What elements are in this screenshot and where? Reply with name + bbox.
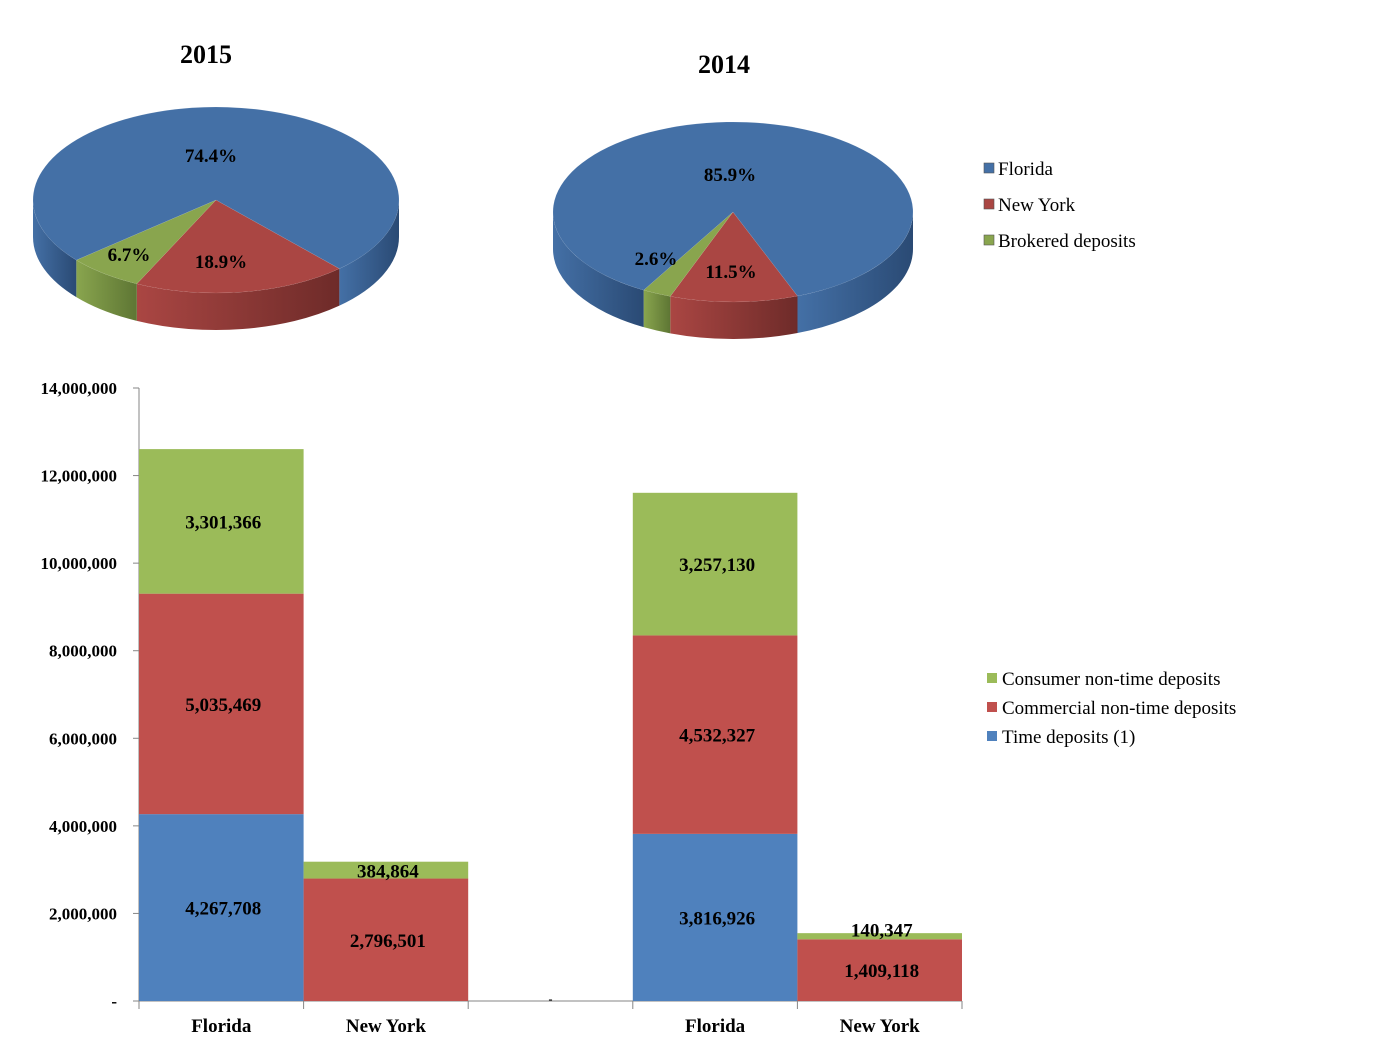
pie-side-florida: [33, 200, 77, 298]
pie-title: 2014: [698, 50, 750, 79]
legend-swatch: [987, 702, 997, 712]
y-tick-label: 4,000,000: [49, 817, 117, 836]
pie-data-label: 85.9%: [704, 165, 756, 186]
y-tick-label: 12,000,000: [41, 467, 118, 486]
y-tick-label: 10,000,000: [41, 554, 118, 573]
y-tick-label: -: [111, 992, 117, 1011]
bar-data-label: 2,796,501: [350, 931, 426, 952]
pie-side-brokered-deposits: [76, 260, 137, 321]
y-tick-label: 8,000,000: [49, 642, 117, 661]
bar-data-label: 3,257,130: [679, 555, 755, 576]
bar-commercial-non-time-deposits: [797, 939, 962, 1001]
legend-swatch: [983, 234, 995, 246]
pie-data-label: 74.4%: [185, 146, 237, 167]
pie-2014: [552, 121, 914, 339]
bar-commercial-non-time-deposits: [139, 593, 304, 815]
legend-label: Time deposits (1): [1002, 727, 1135, 748]
bar-consumer-non-time-deposits: [139, 449, 304, 594]
bar-consumer-non-time-deposits: [303, 861, 469, 879]
x-tick-label: Florida: [191, 1016, 252, 1037]
bar-data-label: 3,301,366: [185, 512, 261, 533]
legend-swatch: [983, 198, 995, 210]
pie-slice-brokered-deposits: [75, 199, 217, 285]
pie-slice-new-york: [669, 211, 798, 303]
pie-side-florida: [339, 200, 399, 306]
pie-title: 2015: [180, 40, 232, 69]
bar-data-label: 140,347: [851, 920, 913, 941]
bar-commercial-non-time-deposits: [303, 878, 469, 1001]
pie-data-label: 6.7%: [108, 245, 151, 266]
pie-side-new-york: [670, 296, 798, 339]
legend-swatch: [987, 731, 997, 741]
pie-slice-brokered-deposits: [643, 211, 734, 297]
pie-data-label: 2.6%: [635, 249, 678, 270]
pie-side-florida: [553, 212, 644, 328]
x-tick-label: New York: [346, 1016, 426, 1037]
pie-slice-new-york: [136, 199, 340, 294]
pie-side-new-york: [136, 268, 340, 330]
legend-label: Consumer non-time deposits: [1002, 669, 1220, 690]
x-tick-label: -: [549, 992, 553, 1006]
bar-time-deposits-: [632, 833, 798, 1001]
legend-swatch: [983, 162, 995, 174]
bar-data-label: 5,035,469: [185, 695, 261, 716]
legend-label: New York: [998, 195, 1076, 216]
x-tick-label: Florida: [685, 1016, 746, 1037]
legend-label: Commercial non-time deposits: [1002, 698, 1236, 719]
bar-time-deposits-: [139, 814, 304, 1001]
x-tick-label: New York: [840, 1016, 920, 1037]
bar-data-label: 4,532,327: [679, 726, 756, 747]
pie-2015: [32, 106, 400, 330]
pie-side-brokered-deposits: [643, 290, 671, 334]
bar-consumer-non-time-deposits: [797, 933, 962, 940]
legend-label: Brokered deposits: [998, 231, 1136, 252]
y-tick-label: 6,000,000: [49, 729, 117, 748]
legend-swatch: [987, 673, 997, 683]
pie-slice-florida: [552, 121, 914, 297]
bar-data-label: 3,816,926: [679, 908, 755, 929]
legend-label: Florida: [998, 159, 1053, 180]
y-tick-label: 2,000,000: [49, 904, 117, 923]
bar-data-label: 384,864: [357, 862, 419, 883]
y-tick-label: 14,000,000: [41, 379, 118, 398]
bar-data-label: 1,409,118: [844, 961, 919, 982]
pie-data-label: 18.9%: [195, 252, 247, 273]
pie-side-florida: [797, 212, 913, 334]
pie-data-label: 11.5%: [705, 262, 756, 283]
pie-slice-florida: [32, 106, 400, 269]
bar-commercial-non-time-deposits: [632, 635, 798, 834]
bar-data-label: 4,267,708: [185, 899, 261, 920]
bar-consumer-non-time-deposits: [632, 492, 798, 636]
